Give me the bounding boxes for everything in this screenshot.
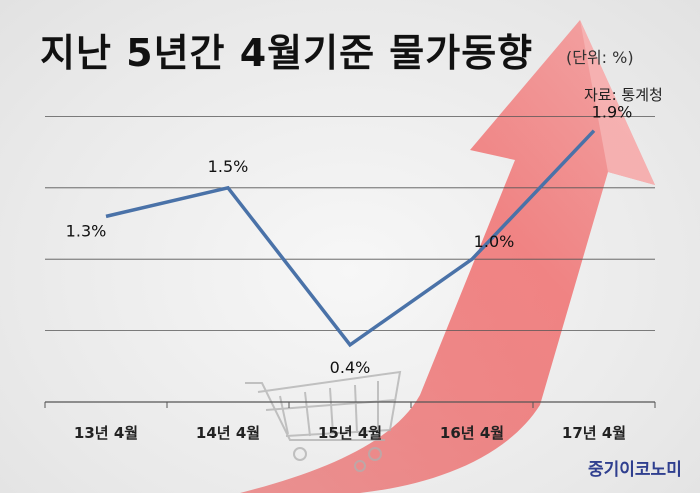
data-label: 0.4%	[330, 358, 371, 377]
unit-label: (단위: %)	[566, 48, 634, 67]
data-label: 1.0%	[474, 232, 515, 251]
shopping-cart-icon	[245, 370, 402, 472]
source-label: 자료: 통계청	[584, 86, 663, 104]
x-tick-label: 15년 4월	[318, 424, 382, 442]
page-title: 지난 5년간 4월기준 물가동향	[40, 31, 534, 75]
x-tick-label: 14년 4월	[196, 424, 260, 442]
x-tick-label: 16년 4월	[440, 424, 504, 442]
data-label: 1.9%	[592, 103, 633, 122]
data-label: 1.3%	[66, 221, 107, 240]
x-tick-label: 17년 4월	[562, 424, 626, 442]
arrow-icon	[240, 20, 655, 493]
series-line	[105, 129, 596, 348]
data-label: 1.5%	[208, 157, 249, 176]
brand-logo: 중기이코노미	[588, 460, 682, 480]
x-tick-label: 13년 4월	[74, 424, 138, 442]
arrow-icon	[580, 20, 655, 185]
